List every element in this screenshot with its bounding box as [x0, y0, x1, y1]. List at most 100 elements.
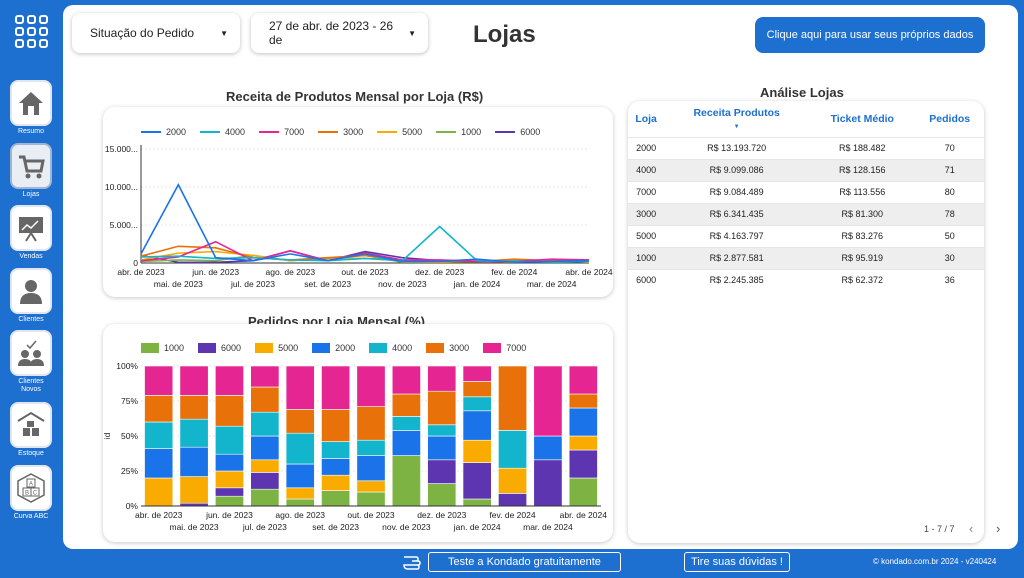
legend-item[interactable]: 7000: [259, 127, 304, 137]
table-cell: R$ 113.556: [809, 180, 916, 203]
table-row[interactable]: 2000 R$ 13.193.720 R$ 188.482 70: [628, 136, 984, 159]
apps-grid-icon[interactable]: [15, 15, 49, 49]
legend-item[interactable]: 2000: [312, 343, 355, 353]
legend-item[interactable]: 4000: [369, 343, 412, 353]
sidebar-item-estoque[interactable]: Estoque: [8, 402, 54, 458]
x-tick-label: ago. de 2023: [275, 510, 325, 520]
column-header-pedidos[interactable]: Pedidos: [929, 112, 971, 125]
bar-segment-2000: [321, 458, 351, 476]
bar-segment-5000: [462, 439, 492, 463]
x-tick-label: set. de 2023: [312, 522, 359, 532]
table-cell: R$ 4.163.797: [664, 224, 810, 247]
sidebar-item-vendas[interactable]: Vendas: [8, 205, 54, 261]
legend-swatch: [141, 343, 159, 353]
column-header-ticket[interactable]: Ticket Médio: [830, 112, 894, 125]
column-header-receita[interactable]: Receita Produtos ▼: [664, 101, 809, 137]
table-cell: 71: [915, 158, 984, 181]
bar-segment-3000: [462, 381, 492, 398]
bar-segment-4000: [250, 411, 280, 437]
legend-swatch: [312, 343, 331, 353]
status-filter[interactable]: Situação do Pedido ▼: [72, 13, 240, 53]
bar-segment-4000: [144, 421, 174, 449]
bar-segment-2000: [462, 410, 492, 441]
legend-item[interactable]: 5000: [255, 343, 298, 353]
legend-item[interactable]: 1000: [141, 343, 184, 353]
x-tick-label: dez. de 2023: [415, 267, 464, 277]
bar-segment-2000: [356, 455, 386, 482]
table-cell: 2000: [628, 136, 665, 159]
bar-chart-svg: 0% 25% 50% 75% 100% id abr. de 2023 mai. de 202…: [103, 361, 608, 532]
table-row[interactable]: 3000 R$ 6.341.435 R$ 81.300 78: [628, 202, 984, 225]
revenue-line-chart: 2000 4000 7000 3000 5000 1000 6000 0 5.000... 10…: [103, 107, 613, 297]
legend-swatch: [436, 131, 457, 133]
series-line-3000: [140, 245, 589, 263]
legend-item[interactable]: 7000: [483, 343, 526, 353]
prev-page-icon[interactable]: ‹: [969, 521, 974, 536]
presentation-icon: [10, 205, 52, 251]
table-row[interactable]: 4000 R$ 9.099.086 R$ 128.156 71: [628, 158, 984, 181]
bar-segment-1000: [250, 488, 280, 507]
legend-item[interactable]: 1000: [436, 127, 481, 137]
free-trial-button[interactable]: Teste a Kondado gratuitamente: [428, 552, 621, 572]
sidebar-item-label: Estoque: [18, 450, 44, 457]
sidebar-item-resumo[interactable]: Resumo: [8, 80, 54, 136]
line-chart-legend: 2000 4000 7000 3000 5000 1000 6000: [141, 127, 540, 137]
table-row[interactable]: 7000 R$ 9.084.489 R$ 113.556 80: [628, 180, 984, 203]
warehouse-icon: [10, 402, 52, 448]
x-tick-label: jun. de 2023: [191, 267, 239, 277]
legend-item[interactable]: 6000: [495, 127, 540, 137]
y-tick-label: 50%: [121, 431, 138, 441]
legend-label: 3000: [343, 127, 364, 137]
legend-swatch: [200, 131, 221, 133]
bar-segment-1000: [462, 498, 492, 507]
bar-segment-2000: [427, 435, 457, 461]
date-range-filter[interactable]: 27 de abr. de 2023 - 26 de ▼: [251, 13, 428, 53]
table-cell: 50: [915, 224, 984, 247]
bar-chart-legend: 1000 6000 5000 2000 4000 3000 7000: [141, 343, 526, 353]
legend-item[interactable]: 2000: [141, 127, 186, 137]
bar-segment-5000: [356, 480, 386, 493]
bar-segment-7000: [144, 365, 174, 396]
legend-label: 2000: [166, 127, 187, 137]
bar-segment-7000: [215, 365, 244, 396]
use-own-data-button[interactable]: Clique aqui para usar seus próprios dado…: [755, 17, 985, 53]
series-line-2000: [140, 183, 590, 264]
bar-segment-2000: [179, 446, 209, 477]
table-cell: R$ 62.372: [809, 268, 916, 291]
legend-label: 4000: [225, 127, 246, 137]
column-header-loja[interactable]: Loja: [635, 112, 657, 125]
sidebar-item-clientes-novos[interactable]: Clientes Novos: [8, 330, 54, 394]
bar-segment-4000: [427, 424, 457, 437]
x-tick-label: mar. de 2024: [527, 279, 577, 289]
x-tick-label: abr. de 2024: [560, 510, 608, 520]
dropdown-arrow-icon: ▼: [408, 28, 416, 38]
x-tick-label: dez. de 2023: [417, 510, 466, 520]
legend-label: 7000: [284, 127, 305, 137]
questions-button[interactable]: Tire suas dúvidas !: [684, 552, 790, 572]
legend-swatch: [426, 343, 445, 353]
x-tick-label: abr. de 2023: [135, 510, 183, 520]
table-title: Análise Lojas: [760, 85, 844, 100]
legend-item[interactable]: 6000: [198, 343, 241, 353]
legend-label: 7000: [506, 343, 527, 353]
next-page-icon[interactable]: ›: [996, 521, 1001, 536]
legend-item[interactable]: 3000: [318, 127, 363, 137]
legend-label: 5000: [402, 127, 423, 137]
x-tick-label: nov. de 2023: [382, 522, 431, 532]
legend-item[interactable]: 4000: [200, 127, 245, 137]
legend-item[interactable]: 5000: [377, 127, 422, 137]
sidebar-item-lojas[interactable]: Lojas: [8, 143, 54, 199]
legend-swatch: [198, 343, 217, 353]
legend-item[interactable]: 3000: [426, 343, 469, 353]
bar-segment-3000: [215, 395, 244, 427]
table-row[interactable]: 5000 R$ 4.163.797 R$ 83.276 50: [628, 224, 984, 247]
table-cell: R$ 6.341.435: [664, 202, 810, 225]
x-tick-label: ago. de 2023: [266, 267, 316, 277]
table-row[interactable]: 6000 R$ 2.245.385 R$ 62.372 36: [628, 268, 984, 291]
legend-label: 1000: [461, 127, 482, 137]
x-tick-label: fev. de 2024: [491, 267, 537, 277]
table-row[interactable]: 1000 R$ 2.877.581 R$ 95.919 30: [628, 246, 984, 269]
sidebar-item-clientes[interactable]: Clientes: [8, 268, 54, 324]
bar-segment-3000: [179, 395, 209, 420]
